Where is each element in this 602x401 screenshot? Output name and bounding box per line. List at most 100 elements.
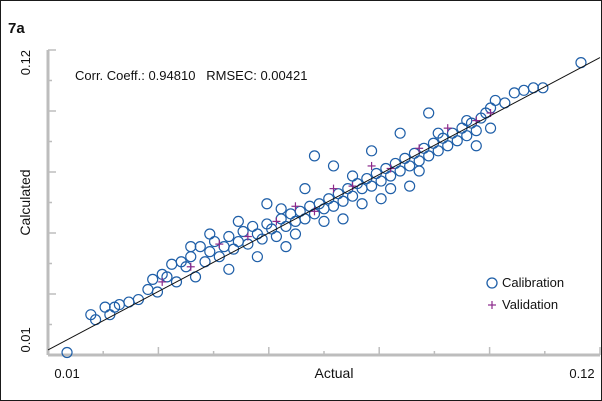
calibration-point xyxy=(446,127,459,139)
calibration-point xyxy=(423,150,435,162)
calibration-point xyxy=(227,243,240,255)
calibration-point xyxy=(370,167,382,180)
calibration-point xyxy=(285,208,297,220)
calibration-point xyxy=(99,301,111,313)
calibration-point xyxy=(456,122,468,134)
calibration-point xyxy=(332,188,344,200)
calibration-point xyxy=(289,228,302,240)
x-tick-label-last: 0.12 xyxy=(569,366,594,381)
calibration-point xyxy=(275,203,287,215)
calibration-point xyxy=(247,220,259,233)
validation-point xyxy=(329,184,338,193)
calibration-point xyxy=(385,183,397,195)
calibration-point xyxy=(432,145,444,157)
calibration-point xyxy=(489,94,501,107)
calibration-point xyxy=(399,152,411,164)
calibration-point xyxy=(365,180,378,192)
calibration-point xyxy=(223,263,235,275)
calibration-point xyxy=(208,235,221,248)
calibration-point xyxy=(151,286,164,298)
calibration-point xyxy=(394,127,406,139)
calibration-point xyxy=(185,241,197,253)
calibration-point xyxy=(461,130,473,142)
calibration-point xyxy=(251,251,263,263)
fit-line xyxy=(47,57,601,351)
validation-point xyxy=(215,240,224,249)
validation-point xyxy=(443,124,452,133)
calibration-point xyxy=(132,293,145,306)
y-tick-label-first: 0.01 xyxy=(18,327,33,352)
y-tick-label-last: 0.12 xyxy=(18,50,33,75)
axes xyxy=(46,49,601,357)
calibration-point xyxy=(442,140,454,152)
calibration-point xyxy=(185,251,197,263)
calibration-point xyxy=(346,190,359,202)
calibration-point xyxy=(232,215,244,228)
calibration-point xyxy=(365,145,378,157)
calibration-point xyxy=(432,127,444,139)
calibration-point xyxy=(104,309,116,321)
validation-point xyxy=(186,262,195,271)
validation-point xyxy=(291,202,300,211)
legend-calibration-marker xyxy=(486,277,498,289)
validation-point xyxy=(367,161,376,170)
calibration-point xyxy=(361,172,373,185)
calibration-point xyxy=(337,213,349,225)
calibration-point xyxy=(61,346,73,359)
calibration-point xyxy=(508,87,520,99)
calibration-point xyxy=(404,180,416,192)
calibration-point xyxy=(194,241,206,253)
calibration-point xyxy=(318,215,330,228)
calibration-point xyxy=(327,160,340,172)
y-axis-title: Calculated xyxy=(17,169,33,235)
validation-point xyxy=(415,144,424,153)
calibration-point xyxy=(356,198,368,210)
calibration-point xyxy=(166,258,178,270)
calibration-point xyxy=(308,150,321,162)
calibration-point xyxy=(161,271,173,283)
calibration-point xyxy=(413,155,425,167)
x-ticks xyxy=(102,347,601,355)
calibration-point xyxy=(408,147,421,159)
calibration-point xyxy=(385,170,397,182)
calibration-point xyxy=(375,175,387,187)
calibration-point xyxy=(394,165,406,177)
panel-label: 7a xyxy=(8,20,25,37)
calibration-point xyxy=(218,241,230,253)
legend-calibration-label: Calibration xyxy=(502,275,564,290)
calibration-point xyxy=(280,220,292,233)
data-points xyxy=(61,57,587,359)
calibration-point xyxy=(204,228,216,240)
calibration-point xyxy=(204,246,216,258)
calibration-point xyxy=(223,230,235,243)
calibration-point xyxy=(337,195,349,207)
calibration-point xyxy=(518,84,530,96)
calibration-point xyxy=(261,198,273,210)
calibration-point xyxy=(404,160,416,172)
calibration-point xyxy=(427,137,440,149)
calibration-point xyxy=(275,213,287,225)
calibration-point xyxy=(323,193,335,205)
calibration-point xyxy=(470,125,482,137)
calibration-point xyxy=(413,165,425,177)
calibration-point xyxy=(170,276,183,288)
calibration-point xyxy=(142,283,154,296)
calibration-point xyxy=(289,215,302,228)
calibration-point xyxy=(237,225,249,238)
validation-point xyxy=(272,217,281,226)
stats-annotation: Corr. Coeff.: 0.94810 RMSEC: 0.00421 xyxy=(75,68,307,83)
validation-point xyxy=(243,232,252,241)
calibration-point xyxy=(537,82,549,94)
y-ticks xyxy=(48,49,56,326)
calibration-point xyxy=(423,107,435,119)
calibration-point xyxy=(270,230,283,243)
legend-validation-marker xyxy=(488,301,496,309)
calibration-point xyxy=(470,140,482,152)
calibration-point xyxy=(280,241,292,253)
calibration-point xyxy=(147,273,159,285)
calibration-point xyxy=(451,135,463,147)
calibration-point xyxy=(342,183,354,195)
calibration-point xyxy=(484,122,497,134)
